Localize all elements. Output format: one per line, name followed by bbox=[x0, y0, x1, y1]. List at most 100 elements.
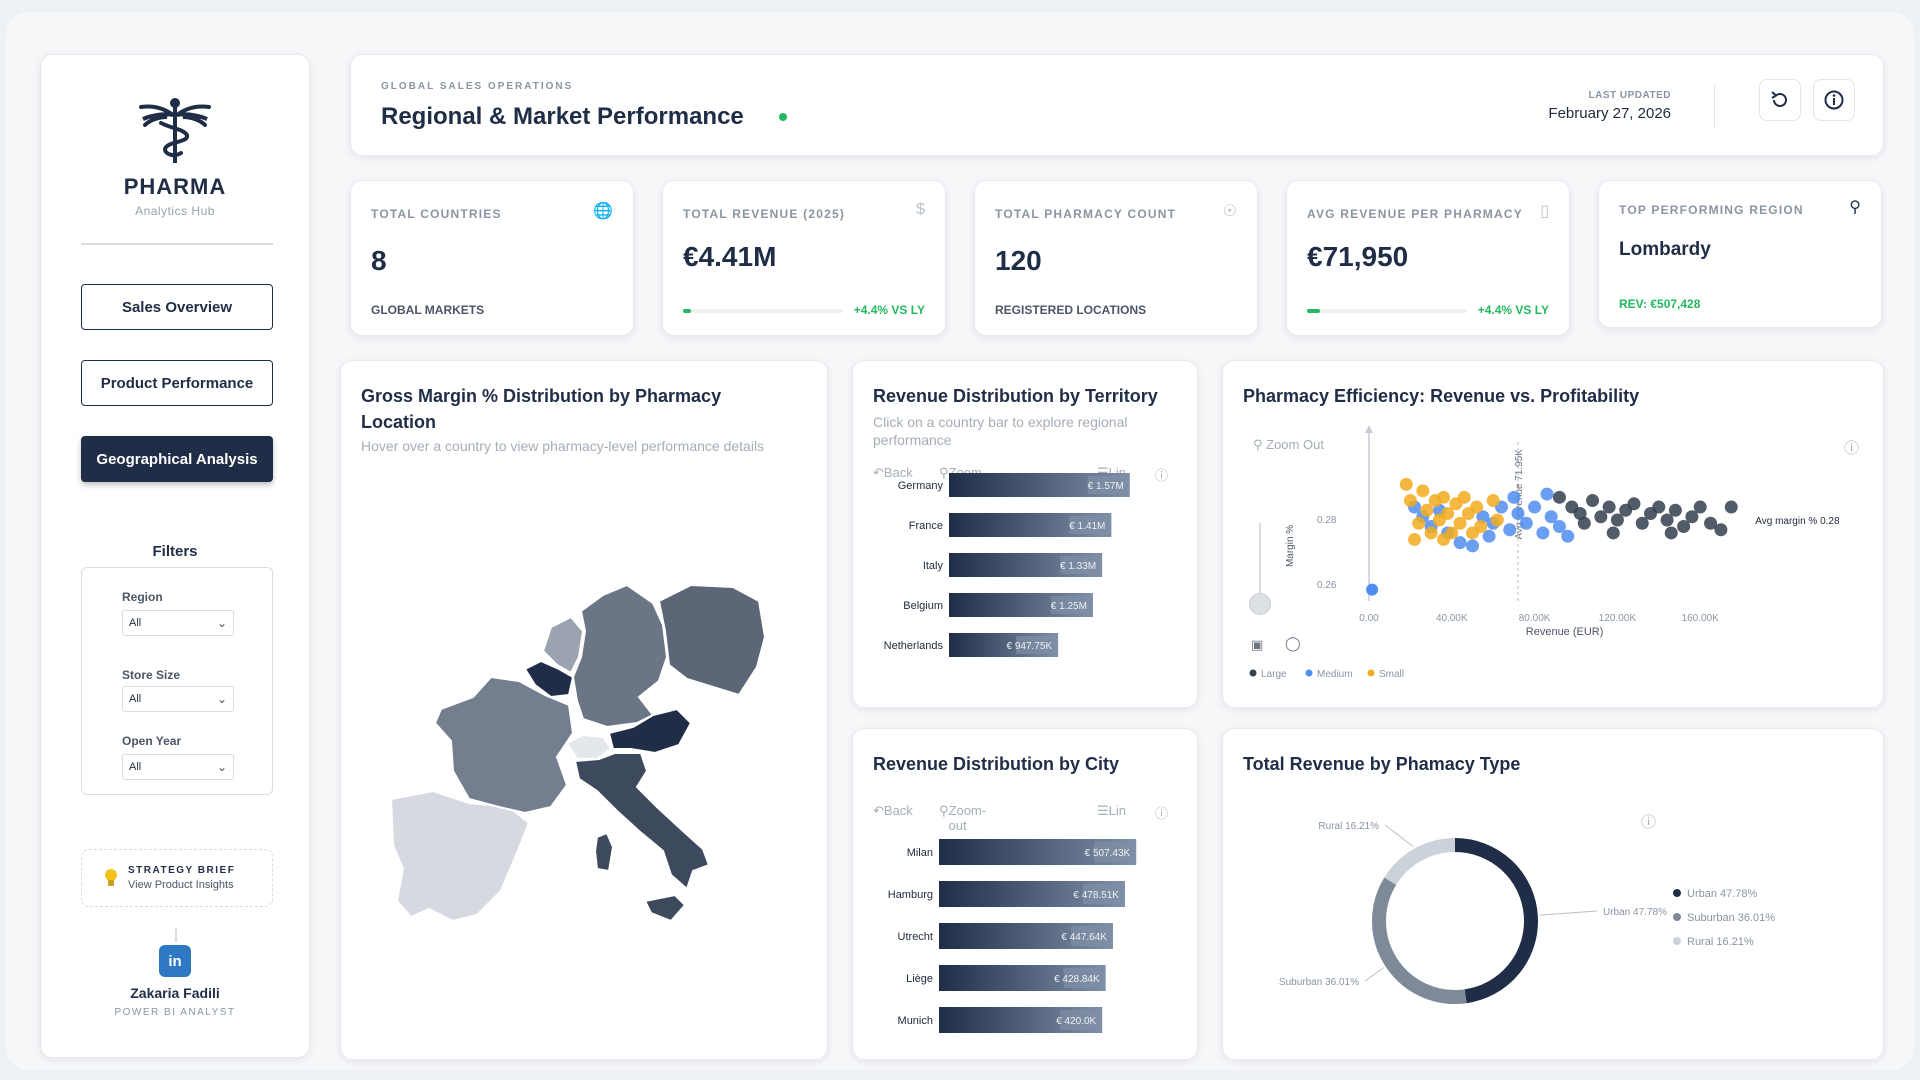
linkedin-icon[interactable]: in bbox=[159, 945, 191, 977]
scatter-point-large[interactable] bbox=[1668, 503, 1682, 517]
scatter-point-large[interactable] bbox=[1664, 526, 1678, 540]
scatter-zoom-out-button[interactable]: ⚲ Zoom Out bbox=[1253, 437, 1324, 452]
scatter-point-small[interactable] bbox=[1416, 484, 1430, 498]
map-country-austria[interactable] bbox=[607, 707, 693, 755]
map-country-poland[interactable] bbox=[657, 583, 767, 697]
scatter-point-small[interactable] bbox=[1408, 532, 1422, 546]
strategy-brief-button[interactable]: STRATEGY BRIEF View Product Insights bbox=[81, 849, 273, 907]
donut-slice-rural[interactable] bbox=[1384, 838, 1456, 886]
back-button[interactable]: ↶ Back bbox=[873, 803, 913, 818]
scatter-point-small[interactable] bbox=[1474, 519, 1488, 533]
open-year-filter-select[interactable]: All ⌄ bbox=[122, 754, 234, 780]
scatter-point-large[interactable] bbox=[1704, 516, 1718, 530]
scatter-point-large[interactable] bbox=[1602, 500, 1616, 514]
back-button[interactable]: ↶ Back bbox=[873, 465, 913, 480]
scatter-point-small[interactable] bbox=[1490, 513, 1504, 527]
map-country-belgium[interactable] bbox=[523, 659, 575, 699]
scatter-point-medium[interactable] bbox=[1552, 519, 1566, 533]
nav-product-performance-button[interactable]: Product Performance bbox=[81, 360, 273, 406]
lasso-icon[interactable]: ◯ bbox=[1285, 635, 1301, 651]
map-country-switzerland[interactable] bbox=[565, 733, 613, 760]
author-name: Zakaria Fadili bbox=[130, 985, 220, 1001]
linear-scale-toggle[interactable]: ☰ Lin bbox=[1097, 803, 1127, 818]
scatter-point-large[interactable] bbox=[1577, 516, 1591, 530]
scatter-point-medium[interactable] bbox=[1519, 516, 1533, 530]
region-filter-value: All bbox=[129, 617, 142, 629]
kpi-value: 8 bbox=[371, 245, 387, 276]
scatter-point-large[interactable] bbox=[1552, 490, 1566, 504]
donut-slice-urban[interactable] bbox=[1454, 838, 1538, 1004]
scatter-point-medium[interactable] bbox=[1540, 487, 1554, 501]
scatter-point-large[interactable] bbox=[1586, 494, 1600, 508]
city-panel: Revenue Distribution by City ↶ Back ⚲ Zo… bbox=[852, 728, 1198, 1060]
scatter-point-medium[interactable] bbox=[1366, 583, 1379, 596]
author-role: POWER BI ANALYST bbox=[114, 1007, 236, 1018]
store-size-filter-label: Store Size bbox=[122, 668, 181, 682]
scatter-point-medium[interactable] bbox=[1544, 510, 1558, 524]
scatter-point-large[interactable] bbox=[1677, 519, 1691, 533]
scatter-point-large[interactable] bbox=[1685, 510, 1699, 524]
scatter-point-medium[interactable] bbox=[1561, 529, 1575, 543]
scatter-point-medium[interactable] bbox=[1482, 529, 1496, 543]
bar-value-label: € 428.84K bbox=[1054, 974, 1100, 985]
map-island-sardinia[interactable] bbox=[593, 831, 615, 873]
kpi-label: AVG REVENUE PER PHARMACY bbox=[1307, 207, 1523, 221]
scatter-point-small[interactable] bbox=[1437, 532, 1451, 546]
store-size-filter-select[interactable]: All ⌄ bbox=[122, 686, 234, 712]
scatter-point-large[interactable] bbox=[1606, 526, 1620, 540]
nav-geographical-analysis-button[interactable]: Geographical Analysis bbox=[81, 436, 273, 482]
scatter-point-medium[interactable] bbox=[1503, 523, 1517, 537]
help-icon[interactable]: ⓘ bbox=[1843, 440, 1859, 457]
scatter-point-small[interactable] bbox=[1453, 516, 1467, 530]
bar-value-label: € 507.43K bbox=[1085, 848, 1131, 859]
zoom-out-button[interactable]: ⚲ Zoom-out bbox=[939, 803, 987, 833]
region-filter-select[interactable]: All ⌄ bbox=[122, 610, 234, 636]
map-island-sicily[interactable] bbox=[643, 893, 687, 923]
scatter-point-small[interactable] bbox=[1470, 500, 1484, 514]
map-country-netherlands[interactable] bbox=[541, 615, 585, 675]
scatter-point-large[interactable] bbox=[1660, 513, 1674, 527]
scatter-point-small[interactable] bbox=[1424, 526, 1438, 540]
scatter-point-large[interactable] bbox=[1627, 497, 1641, 511]
image-icon[interactable]: ▣ bbox=[1251, 637, 1264, 652]
scatter-point-medium[interactable] bbox=[1453, 536, 1467, 550]
scatter-point-large[interactable] bbox=[1724, 500, 1738, 514]
map-country-germany[interactable] bbox=[571, 583, 669, 729]
scatter-point-small[interactable] bbox=[1420, 503, 1434, 517]
scatter-point-medium[interactable] bbox=[1536, 526, 1550, 540]
help-icon[interactable]: ⓘ bbox=[1155, 806, 1169, 821]
scatter-point-large[interactable] bbox=[1610, 513, 1624, 527]
legend-marker bbox=[1305, 669, 1313, 677]
map-country-france[interactable] bbox=[433, 675, 575, 815]
scatter-point-small[interactable] bbox=[1486, 494, 1500, 508]
scatter-point-small[interactable] bbox=[1403, 494, 1417, 508]
zoom-slider-handle[interactable] bbox=[1249, 593, 1271, 615]
scatter-point-medium[interactable] bbox=[1476, 510, 1490, 524]
info-button[interactable] bbox=[1813, 79, 1855, 121]
scatter-point-small[interactable] bbox=[1457, 490, 1471, 504]
scatter-point-large[interactable] bbox=[1635, 516, 1649, 530]
scatter-point-large[interactable] bbox=[1693, 500, 1707, 514]
scatter-point-small[interactable] bbox=[1441, 507, 1455, 521]
donut-slice-suburban[interactable] bbox=[1372, 877, 1467, 1004]
scatter-point-large[interactable] bbox=[1652, 500, 1666, 514]
map-country-spain[interactable] bbox=[389, 789, 531, 923]
scatter-point-small[interactable] bbox=[1437, 490, 1451, 504]
author-block: in Zakaria Fadili POWER BI ANALYST bbox=[41, 945, 309, 1018]
nav-sales-overview-button[interactable]: Sales Overview bbox=[81, 284, 273, 330]
open-year-filter-value: All bbox=[129, 761, 142, 773]
scatter-point-small[interactable] bbox=[1399, 477, 1413, 491]
scatter-point-medium[interactable] bbox=[1507, 490, 1521, 504]
scatter-point-medium[interactable] bbox=[1511, 507, 1525, 521]
scatter-point-medium[interactable] bbox=[1528, 500, 1542, 514]
scatter-point-small[interactable] bbox=[1412, 516, 1426, 530]
help-icon[interactable]: ⓘ bbox=[1155, 468, 1169, 483]
kpi-label: TOP PERFORMING REGION bbox=[1619, 203, 1804, 217]
map-country-italy[interactable] bbox=[573, 752, 711, 891]
scatter-point-large[interactable] bbox=[1594, 510, 1608, 524]
scatter-point-medium[interactable] bbox=[1466, 539, 1479, 553]
scatter-point-large[interactable] bbox=[1714, 523, 1728, 537]
scatter-point-large[interactable] bbox=[1573, 507, 1587, 521]
refresh-button[interactable] bbox=[1759, 79, 1801, 121]
help-icon[interactable]: ⓘ bbox=[1641, 814, 1657, 831]
